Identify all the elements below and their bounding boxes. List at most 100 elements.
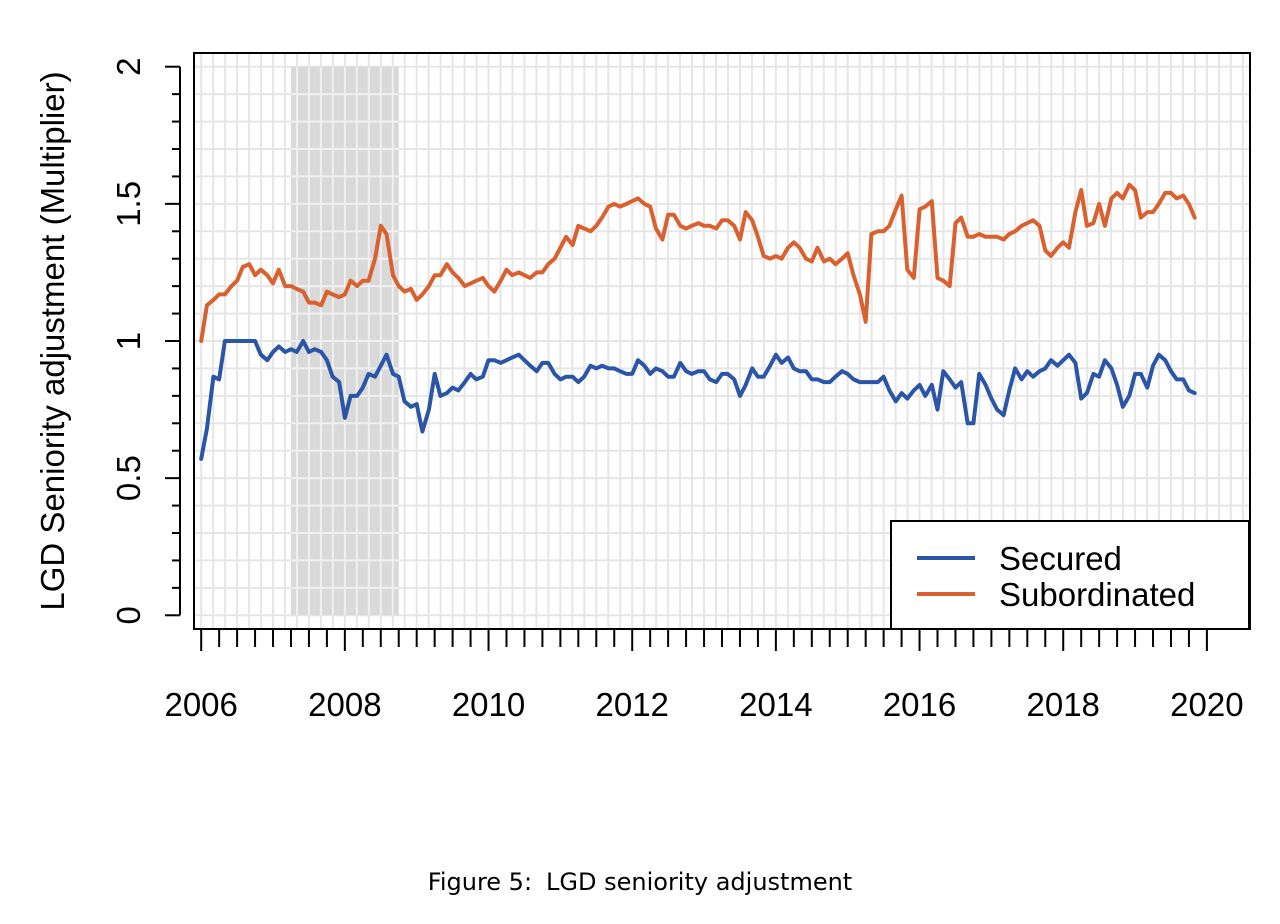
data-point-subordinated	[625, 203, 628, 205]
data-point-secured	[1068, 353, 1070, 356]
data-point-subordinated	[212, 299, 215, 301]
data-point-secured	[870, 381, 873, 383]
data-point-secured	[218, 378, 220, 381]
data-point-subordinated	[1146, 211, 1149, 213]
data-point-subordinated	[529, 277, 531, 279]
data-point-secured	[1002, 414, 1005, 416]
data-point-subordinated	[942, 279, 945, 282]
data-point-subordinated	[631, 200, 633, 202]
data-point-subordinated	[1158, 203, 1160, 205]
data-point-secured	[679, 362, 682, 364]
data-point-secured	[649, 373, 651, 375]
data-point-secured	[726, 373, 729, 375]
data-point-secured	[709, 378, 711, 381]
data-point-secured	[607, 367, 610, 370]
data-point-secured	[895, 400, 897, 403]
data-point-secured	[380, 364, 382, 367]
x-axis: 2006 2008 2010 2012 2014 2016 2018 2020	[164, 628, 1244, 723]
data-point-subordinated	[852, 274, 855, 277]
data-point-secured	[200, 458, 202, 460]
data-point-subordinated	[972, 236, 975, 238]
data-point-subordinated	[380, 225, 382, 227]
data-point-secured	[362, 386, 364, 389]
data-point-subordinated	[1038, 225, 1041, 227]
data-point-secured	[1092, 373, 1095, 375]
data-point-subordinated	[236, 279, 238, 282]
data-point-secured	[482, 375, 484, 378]
data-point-secured	[936, 408, 939, 411]
data-point-secured	[266, 359, 269, 362]
data-point-subordinated	[990, 236, 993, 238]
data-point-secured	[397, 375, 400, 378]
data-point-subordinated	[242, 266, 244, 268]
data-point-secured	[942, 370, 945, 373]
data-point-subordinated	[966, 236, 969, 238]
data-point-secured	[487, 359, 490, 362]
data-point-secured	[206, 428, 208, 430]
data-point-subordinated	[751, 219, 753, 222]
data-point-subordinated	[331, 293, 334, 296]
data-point-subordinated	[451, 271, 454, 274]
data-point-secured	[954, 386, 957, 389]
data-point-secured	[1032, 375, 1034, 378]
data-point-subordinated	[446, 263, 448, 266]
data-point-subordinated	[1080, 189, 1082, 191]
data-point-subordinated	[302, 290, 305, 293]
data-point-secured	[242, 340, 244, 342]
data-point-subordinated	[385, 233, 388, 235]
data-point-subordinated	[1002, 238, 1005, 241]
data-point-subordinated	[571, 244, 574, 246]
x-tick-label: 2008	[308, 686, 381, 723]
data-point-secured	[571, 375, 574, 378]
data-point-subordinated	[266, 274, 269, 277]
data-point-subordinated	[428, 285, 430, 287]
data-point-secured	[655, 367, 657, 370]
data-point-secured	[338, 381, 340, 383]
data-point-subordinated	[906, 268, 909, 271]
data-point-secured	[523, 359, 526, 362]
data-point-subordinated	[1116, 192, 1118, 194]
data-point-secured	[517, 353, 520, 356]
data-point-secured	[475, 378, 478, 381]
data-point-secured	[284, 351, 287, 353]
data-point-subordinated	[954, 222, 957, 224]
data-point-secured	[762, 375, 765, 378]
data-point-secured	[834, 375, 837, 378]
data-point-subordinated	[870, 233, 873, 235]
data-point-secured	[1086, 392, 1088, 394]
data-point-subordinated	[918, 208, 921, 211]
data-point-secured	[972, 422, 975, 425]
data-point-secured	[990, 397, 993, 400]
legend: Secured Subordinated	[890, 520, 1250, 630]
data-point-subordinated	[367, 279, 370, 282]
data-point-secured	[631, 373, 633, 375]
data-point-subordinated	[637, 197, 639, 200]
data-point-subordinated	[1182, 194, 1184, 197]
data-point-secured	[428, 408, 430, 411]
data-point-secured	[392, 373, 394, 375]
data-point-secured	[529, 364, 531, 367]
data-point-subordinated	[775, 255, 777, 257]
data-point-subordinated	[224, 293, 226, 296]
data-point-secured	[248, 340, 251, 342]
data-point-subordinated	[744, 211, 747, 213]
data-point-secured	[948, 378, 951, 381]
data-point-subordinated	[523, 274, 526, 277]
data-point-secured	[464, 381, 466, 383]
data-point-secured	[1158, 353, 1160, 356]
data-point-subordinated	[829, 257, 831, 260]
data-point-secured	[224, 340, 226, 342]
data-point-subordinated	[1050, 255, 1052, 257]
data-point-subordinated	[583, 227, 585, 230]
data-point-subordinated	[1193, 216, 1196, 219]
data-point-subordinated	[1122, 197, 1124, 200]
data-point-secured	[302, 340, 305, 342]
data-point-secured	[230, 340, 233, 342]
data-point-secured	[559, 378, 562, 381]
data-point-secured	[882, 375, 885, 378]
data-point-secured	[1193, 392, 1196, 394]
data-point-secured	[1062, 359, 1064, 362]
data-point-subordinated	[834, 263, 837, 266]
data-point-subordinated	[996, 236, 998, 238]
data-point-subordinated	[924, 205, 927, 208]
